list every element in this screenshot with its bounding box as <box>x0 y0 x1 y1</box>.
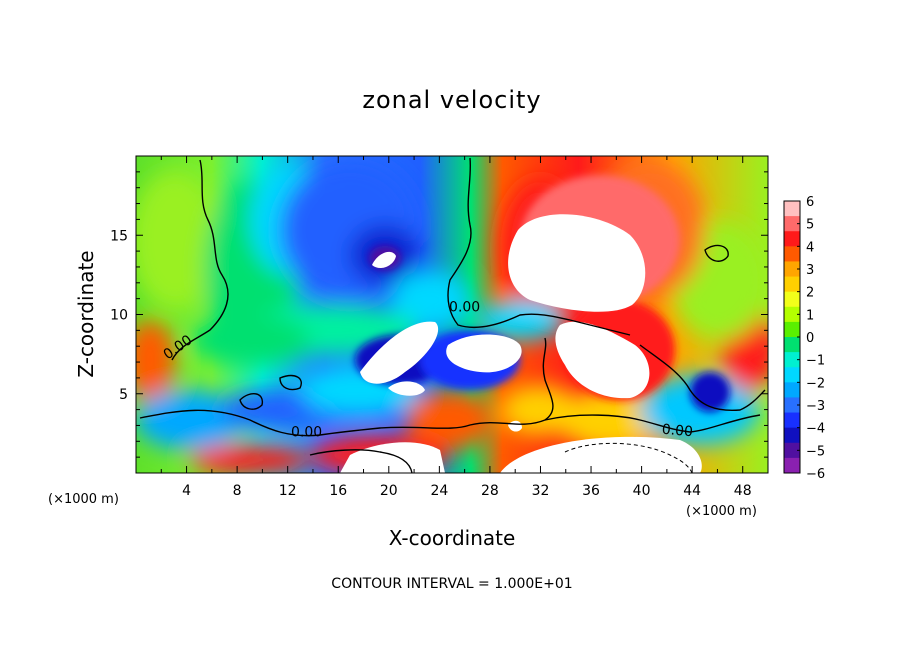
colorbar-label: −6 <box>806 467 825 482</box>
contour-label: 0.00 <box>291 425 322 441</box>
colorbar-swatch <box>784 427 800 444</box>
colorbar-label: 3 <box>806 263 814 278</box>
x-tick-label: 40 <box>633 483 651 499</box>
chart-title: zonal velocity <box>362 86 542 114</box>
colorbar-label: 2 <box>806 286 814 301</box>
x-axis-label: X-coordinate <box>388 526 516 550</box>
x-tick-label: 48 <box>734 483 752 499</box>
y-scale-note: (×1000 m) <box>48 492 119 507</box>
colorbar-swatch <box>784 412 800 429</box>
y-tick-label: 10 <box>110 308 128 324</box>
x-tick-label: 4 <box>182 483 191 499</box>
colorbar-swatch <box>784 397 800 414</box>
colorbar-swatch <box>784 261 800 278</box>
colorbar-swatch <box>784 442 800 459</box>
colorbar-label: −5 <box>806 444 825 459</box>
x-tick-label: 32 <box>532 483 550 499</box>
x-tick-label: 36 <box>582 483 600 499</box>
colorbar-label: −4 <box>806 422 825 437</box>
colorbar-swatch <box>784 246 800 262</box>
colorbar-swatch <box>784 276 800 293</box>
x-tick-label: 20 <box>380 483 398 499</box>
colorbar-label: 0 <box>806 331 814 346</box>
colorbar-label: 6 <box>806 195 814 210</box>
colorbar-swatch <box>784 231 800 247</box>
contour-interval-note: CONTOUR INTERVAL = 1.000E+01 <box>331 576 573 592</box>
colorbar-swatch <box>784 337 800 353</box>
velocity-field <box>136 156 768 473</box>
colorbar-swatch <box>784 306 800 323</box>
x-scale-note: (×1000 m) <box>686 504 757 519</box>
colorbar-label: −1 <box>806 354 825 369</box>
colorbar-swatch <box>784 201 800 217</box>
x-tick-label: 24 <box>430 483 448 499</box>
y-axis-ticks: 5 10 15 <box>110 171 768 458</box>
x-tick-label: 8 <box>233 483 242 499</box>
x-tick-label: 28 <box>481 483 499 499</box>
x-tick-label: 12 <box>279 483 297 499</box>
colorbar-swatch <box>784 216 800 232</box>
colorbar: 6 5 4 3 2 1 0 −1 −2 −3 −4 −5 −6 <box>783 195 825 482</box>
y-tick-label: 5 <box>119 387 128 403</box>
colorbar-swatch <box>784 321 800 338</box>
contour-label: 0.00 <box>449 299 480 315</box>
colorbar-label: 1 <box>806 308 814 323</box>
x-tick-label: 44 <box>683 483 701 499</box>
colorbar-swatch <box>784 382 800 398</box>
y-tick-label: 15 <box>110 228 128 244</box>
colorbar-label: 4 <box>806 240 814 255</box>
x-tick-label: 16 <box>329 483 347 499</box>
colorbar-label: −2 <box>806 376 825 391</box>
colorbar-swatch <box>784 291 800 308</box>
colorbar-label: −3 <box>806 399 825 414</box>
colorbar-label: 5 <box>806 218 814 233</box>
contour-label: 0.00 <box>661 422 693 441</box>
colorbar-swatch <box>784 352 800 368</box>
colorbar-swatch <box>784 367 800 383</box>
x-axis-ticks: 4 8 12 16 20 24 28 32 36 40 44 48 <box>160 156 752 499</box>
colorbar-swatch <box>784 457 800 474</box>
